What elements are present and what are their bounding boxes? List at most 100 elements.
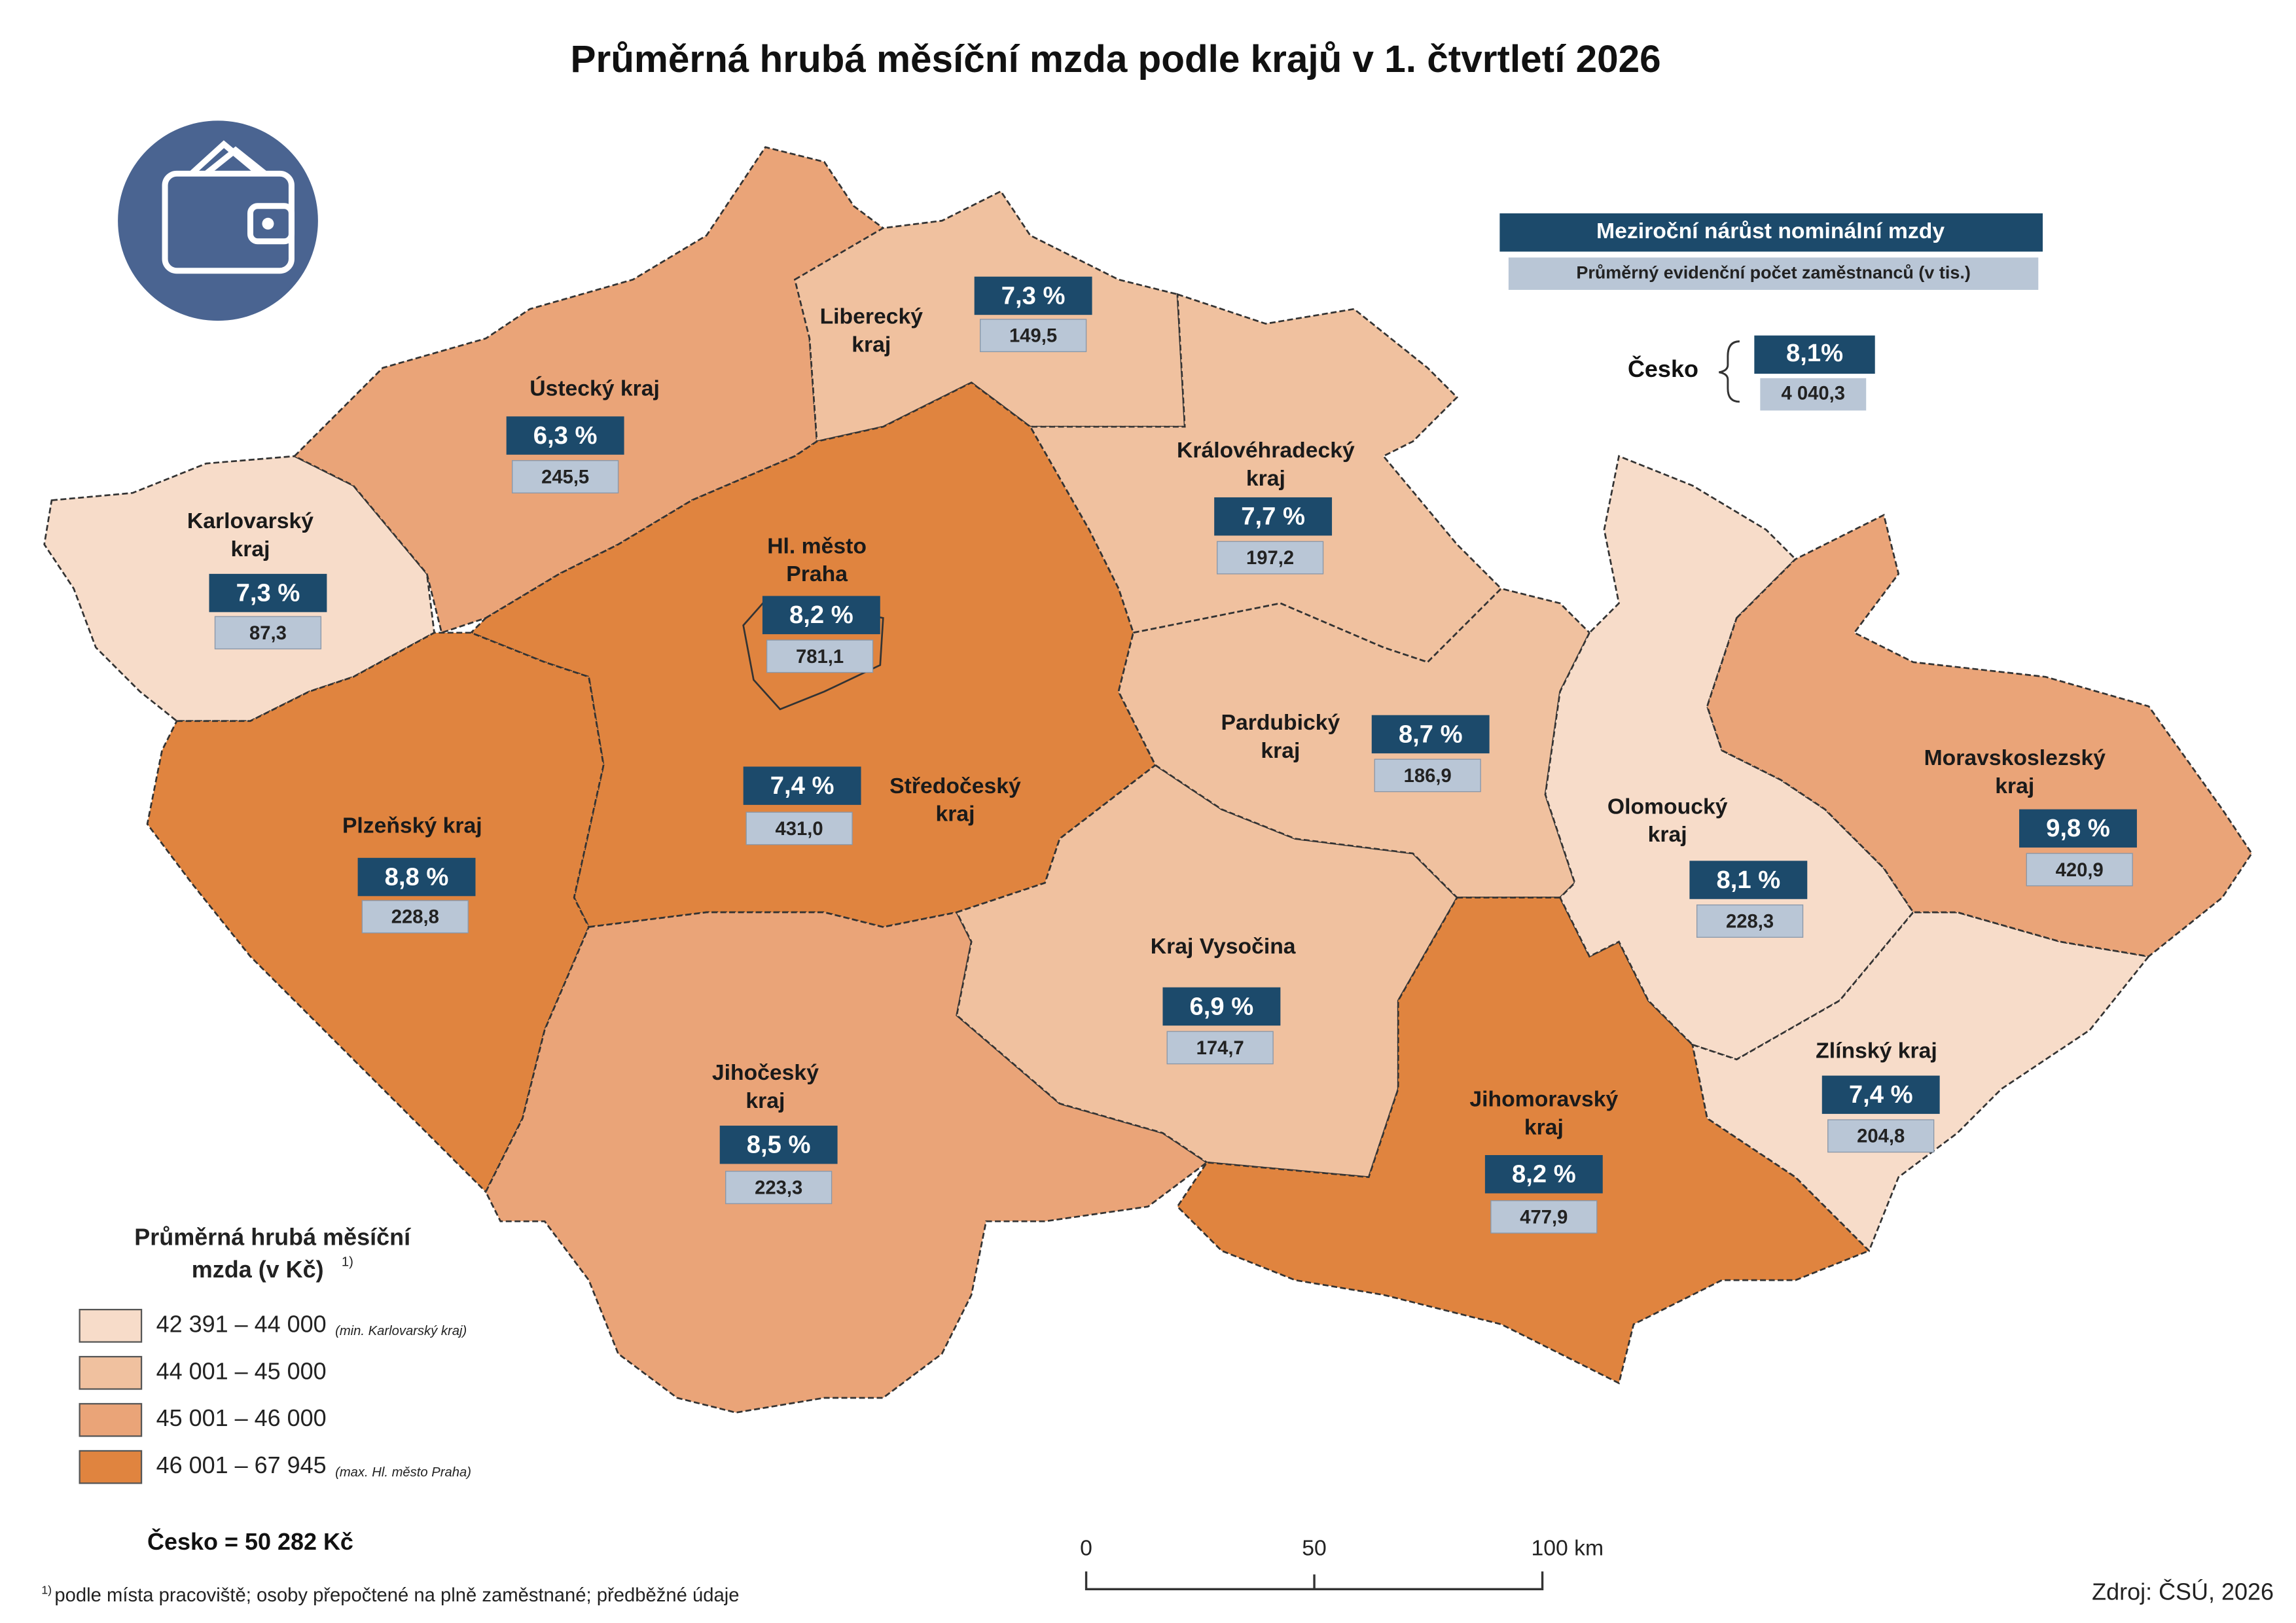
- region-growth: 7,7 %: [1241, 503, 1305, 531]
- region-growth: 8,5 %: [747, 1131, 811, 1159]
- region-name: Hl. město: [767, 533, 867, 558]
- employees-box: [1166, 1031, 1274, 1065]
- growth-box: [1162, 987, 1281, 1026]
- legend-note: (max. Hl. město Praha): [335, 1465, 471, 1480]
- region-name: Jihomoravský: [1469, 1087, 1618, 1112]
- region-growth: 9,8 %: [2046, 814, 2110, 842]
- region-growth: 8,7 %: [1399, 720, 1463, 748]
- region-growth: 8,2 %: [1512, 1160, 1576, 1188]
- region-name: kraj: [1648, 822, 1687, 847]
- region-employees: 228,3: [1726, 911, 1774, 932]
- country-employees-box: [1760, 378, 1867, 411]
- region-name: Praha: [786, 562, 848, 586]
- region-name: kraj: [1995, 774, 2034, 798]
- country-name: Česko: [1628, 355, 1698, 382]
- regions: [43, 146, 2253, 1414]
- header-growth: Meziroční nárůst nominální mzdy: [1596, 219, 1945, 243]
- region-name: Zlínský kraj: [1816, 1039, 1937, 1063]
- scale-bar: 0 50 100 km: [1080, 1535, 1604, 1590]
- title: Průměrná hrubá měsíční mzda podle krajů …: [570, 38, 1660, 80]
- legend-swatch: [79, 1355, 143, 1390]
- wallet-icon: [118, 120, 318, 321]
- region-name: kraj: [935, 802, 975, 827]
- legend-label: 42 391 – 44 000: [156, 1310, 327, 1337]
- region-name: Moravskoslezský: [1924, 745, 2106, 770]
- region-area: [1117, 587, 1591, 899]
- region-name: Plzeňský kraj: [342, 813, 482, 838]
- region-employees: 197,2: [1246, 548, 1294, 569]
- region-name: Karlovarský: [187, 508, 314, 533]
- region-area: [1176, 897, 1871, 1385]
- region-name: Liberecký: [820, 304, 924, 329]
- region-growth: 8,8 %: [385, 863, 449, 891]
- region-employees: 186,9: [1404, 766, 1452, 787]
- growth-box: [1371, 715, 1490, 754]
- footnote-mark: 1): [41, 1583, 52, 1596]
- growth-box: [506, 416, 624, 455]
- region-labels: Karlovarský kraj 7,3 % 87,3 Ústecký kraj 6,3 …: [187, 276, 2137, 1234]
- growth-box: [974, 276, 1092, 315]
- region-employees: 228,8: [391, 907, 439, 928]
- legend-swatch: [79, 1402, 143, 1437]
- employees-box: [361, 900, 469, 934]
- country-employees: 4 040,3: [1782, 383, 1846, 404]
- region-employees: 420,9: [2056, 860, 2104, 881]
- source: Zdroj: ČSÚ, 2026: [2092, 1578, 2274, 1605]
- region-area: [793, 190, 1186, 443]
- scale-label: 100 km: [1532, 1535, 1604, 1560]
- legend-label: 44 001 – 45 000: [156, 1357, 327, 1384]
- employees-box: [1374, 758, 1481, 793]
- region-employees: 245,5: [541, 467, 589, 488]
- growth-box: [1821, 1075, 1940, 1115]
- region-employees: 781,1: [796, 647, 844, 668]
- region-name: Pardubický: [1221, 710, 1340, 735]
- region-growth: 6,9 %: [1190, 992, 1254, 1020]
- legend-swatch: [79, 1308, 143, 1343]
- growth-box: [1689, 861, 1808, 899]
- growth-box: [357, 857, 476, 897]
- legend-note: (min. Karlovarský kraj): [335, 1324, 467, 1338]
- region-growth: 7,3 %: [1001, 281, 1066, 310]
- legend: 42 391 – 44 000 (min. Karlovarský kraj) 44…: [79, 1308, 471, 1484]
- region-name: Olomoucký: [1607, 794, 1728, 819]
- header-employees-box: [1508, 257, 2039, 290]
- growth-box: [209, 573, 327, 613]
- region-employees: 477,9: [1520, 1207, 1568, 1228]
- total: Česko = 50 282 Kč: [147, 1528, 353, 1555]
- employees-box: [1217, 541, 1324, 575]
- region-name: Královéhradecký: [1177, 438, 1355, 463]
- region-employees: 149,5: [1009, 326, 1057, 347]
- country-growth-box: [1754, 335, 1875, 374]
- legend-title-note: 1): [342, 1255, 353, 1269]
- region-name: Jihočeský: [712, 1060, 819, 1085]
- legend-title: Průměrná hrubá měsíční: [134, 1224, 411, 1251]
- region-name: Kraj Vysočina: [1151, 934, 1296, 959]
- legend-label: 46 001 – 67 945: [156, 1452, 327, 1478]
- country-growth: 8,1%: [1786, 339, 1843, 367]
- legend-label: 45 001 – 46 000: [156, 1404, 327, 1431]
- region-name: Středočeský: [889, 774, 1021, 798]
- brace: [1719, 340, 1740, 403]
- region-name: kraj: [745, 1088, 785, 1113]
- region-growth: 8,1 %: [1716, 866, 1780, 894]
- growth-box: [743, 766, 861, 805]
- legend-title: mzda (v Kč): [192, 1256, 324, 1283]
- region-employees: 174,7: [1196, 1038, 1244, 1059]
- region-name: kraj: [1261, 738, 1300, 763]
- region-growth: 8,2 %: [789, 601, 853, 629]
- region-name: Ústecký kraj: [529, 376, 660, 401]
- region-growth: 7,4 %: [770, 772, 834, 800]
- growth-box: [1214, 497, 1333, 536]
- growth-box: [1484, 1155, 1603, 1194]
- employees-box: [512, 460, 619, 493]
- region-name: kraj: [852, 332, 891, 357]
- header-growth-box: [1499, 213, 2043, 252]
- region-name: kraj: [1246, 466, 1285, 491]
- region-area: [1028, 293, 1503, 664]
- header-employees: Průměrný evidenční počet zaměstnanců (v …: [1576, 262, 1970, 282]
- region-area: [484, 911, 1209, 1414]
- employees-box: [1696, 904, 1804, 938]
- region-growth: 6,3 %: [533, 421, 598, 450]
